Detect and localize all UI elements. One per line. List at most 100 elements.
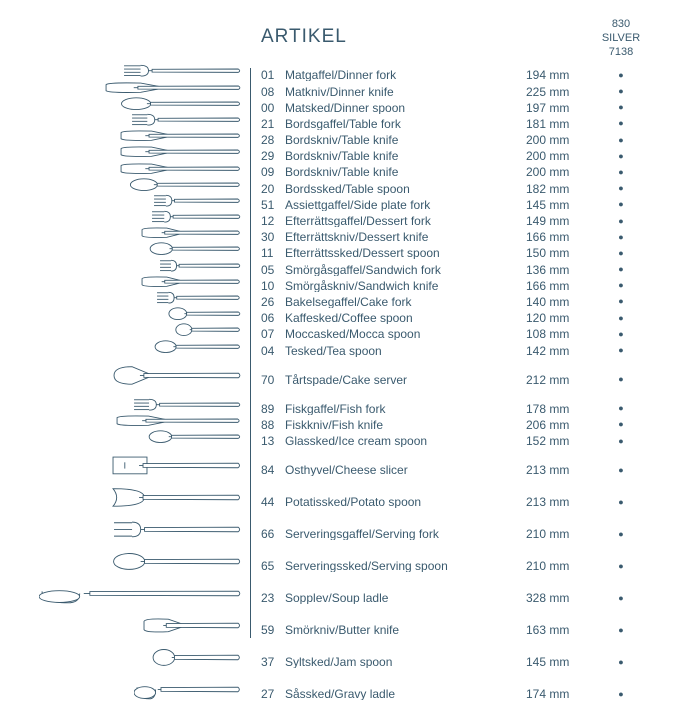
illus-spacer <box>20 477 242 487</box>
item-dot <box>590 168 652 177</box>
item-dot <box>590 466 652 475</box>
item-number: 08 <box>261 86 285 98</box>
item-number: 84 <box>261 464 285 476</box>
items-list: 01Matgaffel/Dinner fork194 mm08Matkniv/D… <box>261 67 652 705</box>
item-dot <box>590 420 652 429</box>
utensil-icon <box>20 615 242 637</box>
item-name: Osthyvel/Cheese slicer <box>285 464 526 476</box>
item-number: 10 <box>261 280 285 292</box>
item-dot <box>590 297 652 306</box>
item-dot <box>590 119 652 128</box>
item-mm: 200 mm <box>526 166 590 178</box>
item-mm: 145 mm <box>526 199 590 211</box>
item-number: 70 <box>261 374 285 386</box>
group-spacer <box>261 609 652 619</box>
item-dot <box>590 626 652 635</box>
item-mm: 181 mm <box>526 118 590 130</box>
item-dot <box>590 375 652 384</box>
item-mm: 174 mm <box>526 688 590 700</box>
item-mm: 142 mm <box>526 345 590 357</box>
model-line-3: 7138 <box>590 46 652 60</box>
item-name: Bordskniv/Table knife <box>285 166 526 178</box>
item-dot <box>590 330 652 339</box>
item-number: 12 <box>261 215 285 227</box>
item-number: 23 <box>261 592 285 604</box>
item-number: 59 <box>261 624 285 636</box>
utensil-icon <box>20 679 242 701</box>
item-mm: 225 mm <box>526 86 590 98</box>
item-number: 05 <box>261 264 285 276</box>
item-mm: 166 mm <box>526 280 590 292</box>
model-column-header: 830 SILVER 7138 <box>590 18 652 59</box>
item-row: 11Efterrättssked/Dessert spoon150 mm <box>261 245 652 261</box>
item-name: Fiskgaffel/Fish fork <box>285 403 526 415</box>
item-row: 28Bordskniv/Table knife200 mm <box>261 132 652 148</box>
item-mm: 140 mm <box>526 296 590 308</box>
item-name: Matsked/Dinner spoon <box>285 102 526 114</box>
utensil-icon <box>20 455 242 477</box>
item-mm: 166 mm <box>526 231 590 243</box>
item-mm: 108 mm <box>526 328 590 340</box>
utensil-icon <box>20 413 242 429</box>
item-name: Bordsgaffel/Table fork <box>285 118 526 130</box>
item-name: Sopplev/Soup ladle <box>285 592 526 604</box>
item-mm: 197 mm <box>526 102 590 114</box>
item-number: 29 <box>261 150 285 162</box>
item-row: 13Glassked/Ice cream spoon152 mm <box>261 433 652 449</box>
illus-spacer <box>20 541 242 551</box>
item-row: 08Matkniv/Dinner knife225 mm <box>261 83 652 99</box>
item-dot <box>590 152 652 161</box>
item-name: Bordskniv/Table knife <box>285 150 526 162</box>
group-spacer <box>261 673 652 683</box>
item-mm: 152 mm <box>526 435 590 447</box>
item-dot <box>590 658 652 667</box>
item-dot <box>590 71 652 80</box>
item-dot <box>590 217 652 226</box>
item-dot <box>590 200 652 209</box>
item-mm: 149 mm <box>526 215 590 227</box>
item-name: Matkniv/Dinner knife <box>285 86 526 98</box>
item-mm: 200 mm <box>526 134 590 146</box>
item-row: 29Bordskniv/Table knife200 mm <box>261 148 652 164</box>
item-number: 09 <box>261 166 285 178</box>
item-name: Serveringsgaffel/Serving fork <box>285 528 526 540</box>
item-number: 20 <box>261 183 285 195</box>
item-mm: 178 mm <box>526 403 590 415</box>
illus-spacer <box>20 386 242 396</box>
item-mm: 328 mm <box>526 592 590 604</box>
group-spacer <box>261 545 652 555</box>
item-name: Fiskkniv/Fish knife <box>285 419 526 431</box>
item-name: Smörgåskniv/Sandwich knife <box>285 280 526 292</box>
item-row: 12Efterrättsgaffel/Dessert fork149 mm <box>261 213 652 229</box>
utensil-icon <box>20 176 242 192</box>
item-number: 88 <box>261 419 285 431</box>
item-row: 30Efterrättskniv/Dessert knife166 mm <box>261 229 652 245</box>
item-number: 00 <box>261 102 285 114</box>
item-dot <box>590 103 652 112</box>
item-number: 13 <box>261 435 285 447</box>
item-name: Moccasked/Mocca spoon <box>285 328 526 340</box>
item-row: 04Tesked/Tea spoon142 mm <box>261 342 652 358</box>
item-row: 84Osthyvel/Cheese slicer213 mm <box>261 459 652 481</box>
model-line-1: 830 <box>590 18 652 32</box>
item-row: 44Potatissked/Potato spoon213 mm <box>261 491 652 513</box>
utensil-icon <box>20 128 242 144</box>
item-name: Serveringssked/Serving spoon <box>285 560 526 572</box>
utensil-icon <box>20 364 242 386</box>
item-row: 89Fiskgaffel/Fish fork178 mm <box>261 401 652 417</box>
utensil-icon <box>20 647 242 669</box>
item-mm: 213 mm <box>526 496 590 508</box>
item-number: 07 <box>261 328 285 340</box>
illus-spacer <box>20 637 242 647</box>
group-spacer <box>261 449 652 459</box>
item-dot <box>590 87 652 96</box>
item-mm: 200 mm <box>526 150 590 162</box>
item-number: 04 <box>261 345 285 357</box>
utensil-icon <box>20 79 242 95</box>
item-row: 01Matgaffel/Dinner fork194 mm <box>261 67 652 83</box>
item-row: 21Bordsgaffel/Table fork181 mm <box>261 116 652 132</box>
group-spacer <box>261 577 652 587</box>
utensil-icon <box>20 112 242 128</box>
illustration-column <box>20 18 250 705</box>
item-name: Bordssked/Table spoon <box>285 183 526 195</box>
